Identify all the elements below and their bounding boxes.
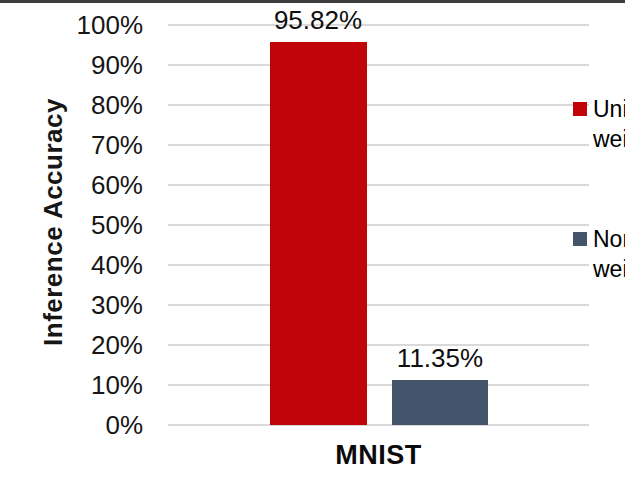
bar-value-label-unitary-weights: 95.82% xyxy=(274,5,362,35)
y-tick-label: 30% xyxy=(0,290,143,320)
gridline xyxy=(168,424,589,426)
y-tick-label: 90% xyxy=(0,50,143,80)
x-axis-category-label: MNIST xyxy=(168,440,589,471)
chart-canvas: Inference Accuracy 100%90%80%70%60%50%40… xyxy=(0,0,625,491)
gridline xyxy=(168,344,589,346)
gridline xyxy=(168,24,589,26)
gridline xyxy=(168,304,589,306)
y-tick-label: 60% xyxy=(0,170,143,200)
bar-value-label-non-unitary-weights: 11.35% xyxy=(397,343,483,373)
y-tick-label: 100% xyxy=(0,10,143,40)
gridline xyxy=(168,144,589,146)
legend-item-non-unitary-weights: Non-unitary weights xyxy=(573,224,625,284)
gridline xyxy=(168,64,589,66)
gridline xyxy=(168,224,589,226)
legend-swatch-non-unitary-icon xyxy=(573,232,587,246)
bar-non-unitary-weights xyxy=(392,380,488,425)
y-axis-tick-labels: 100% 90% 80% 70% 60% 50% 40% 30% 20% 10% 0% xyxy=(0,0,143,491)
y-tick-label: 70% xyxy=(0,130,143,160)
y-tick-label: 80% xyxy=(0,90,143,120)
plot-area: Unitary weights Non-unitary weights 95.8… xyxy=(168,25,589,425)
legend-label-unitary: Unitary weights xyxy=(593,94,625,154)
bar-unitary-weights xyxy=(270,42,367,425)
gridline xyxy=(168,104,589,106)
gridline xyxy=(168,184,589,186)
y-tick-label: 0% xyxy=(0,410,143,440)
legend-label-non-unitary: Non-unitary weights xyxy=(593,224,625,284)
y-tick-label: 10% xyxy=(0,370,143,400)
legend-swatch-unitary-icon xyxy=(573,102,587,116)
legend-item-unitary-weights: Unitary weights xyxy=(573,94,625,154)
gridline xyxy=(168,384,589,386)
gridline xyxy=(168,264,589,266)
y-tick-label: 20% xyxy=(0,330,143,360)
y-tick-label: 50% xyxy=(0,210,143,240)
y-tick-label: 40% xyxy=(0,250,143,280)
